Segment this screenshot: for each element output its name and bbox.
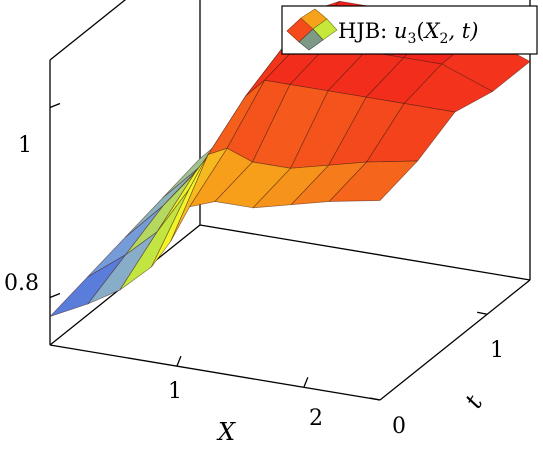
legend-sub-2: 2 [440,31,449,47]
y-tick-label-0: 0 [392,414,406,439]
legend-math-u: u [394,19,408,43]
box-edge-left-top [49,0,127,61]
axis-ticks [49,102,488,401]
legend-sub-3: 3 [407,31,416,47]
z-tick-mark-1 [49,102,61,109]
legend-var-x: X [423,19,441,43]
axis-box-front [49,279,531,401]
box-edge-front-floor [49,344,381,401]
x-tick-label-0: 1 [168,379,182,404]
legend-prefix: HJB: [338,19,394,43]
y-axis-label: t [459,390,488,413]
x-tick-mark-0 [176,355,182,367]
z-tick-label-1: 1 [18,133,32,158]
surface-patch [328,160,419,202]
y-tick-mark-0 [369,397,381,401]
legend-swatch-icon [286,8,338,51]
legend-label: HJB: u3(X2, t) [338,19,478,47]
x-tick-mark-1 [303,377,309,388]
z-tick-label-0: 0.8 [4,271,39,296]
legend-open-paren: ( [416,19,424,43]
z-tick-mark-0 [49,292,61,299]
box-edge-right-floor [379,279,531,401]
box-edge-back-floor [199,224,531,281]
y-tick-mark-1 [477,311,488,315]
x-axis-label: X [216,418,236,446]
legend: HJB: u3(X2, t) [281,5,538,55]
x-tick-label-1: 2 [309,406,323,431]
legend-suffix: , t) [448,19,478,43]
y-tick-label-1: 1 [490,338,504,363]
